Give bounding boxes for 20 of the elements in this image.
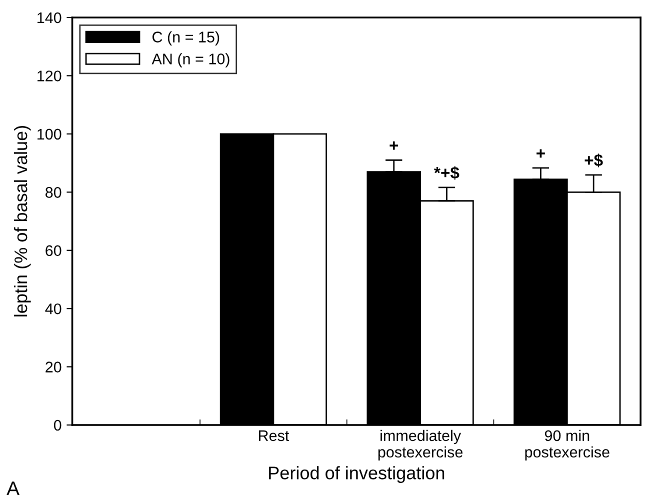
y-tick-label: 60 — [46, 245, 62, 256]
x-tick-label: immediately postexercise — [378, 430, 463, 461]
legend-label: C (n = 15) — [152, 31, 220, 46]
y-tick-label: 120 — [38, 70, 62, 82]
y-tick-label: 80 — [46, 187, 62, 198]
y-tick-label: 100 — [38, 128, 62, 140]
annotation: *+$ — [434, 166, 460, 180]
y-tick-label: 40 — [45, 303, 62, 314]
annotation: + — [536, 149, 545, 158]
annotation: +$ — [584, 154, 603, 168]
legend-label: AN (n = 10) — [152, 53, 230, 68]
y-tick-label: 0 — [54, 420, 62, 431]
text: A — [6, 482, 20, 495]
y-tick-label: 140 — [38, 12, 62, 24]
x-tick-label: Rest — [259, 430, 290, 442]
annotation: + — [390, 141, 398, 150]
x-axis-title: Period of investigation — [269, 466, 444, 483]
y-axis-title: leptin (% of basal value) — [14, 126, 31, 316]
x-tick-label: 90 min postexercise — [525, 430, 610, 461]
y-tick-label: 20 — [46, 362, 62, 372]
